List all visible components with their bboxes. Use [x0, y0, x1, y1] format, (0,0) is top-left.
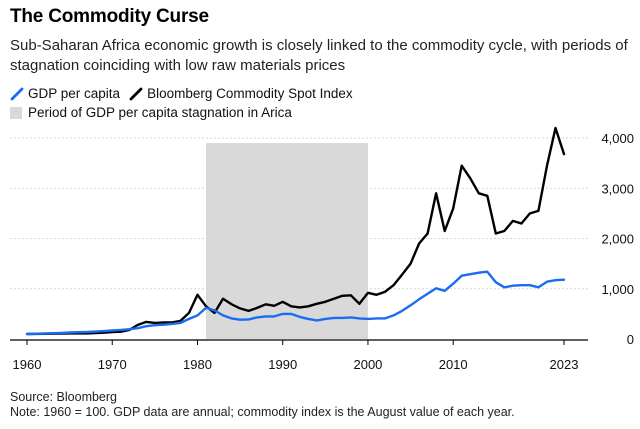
- footnote: Note: 1960 = 100. GDP data are annual; c…: [10, 405, 515, 419]
- y-tick-label-1000: 1,000: [601, 282, 634, 297]
- x-tick-label-1970: 1970: [98, 357, 127, 372]
- chart-title: The Commodity Curse: [10, 6, 209, 27]
- y-tick-label-3000: 3,000: [601, 181, 634, 196]
- gdp-line-icon: [10, 87, 24, 100]
- legend-label-bcom: Bloomberg Commodity Spot Index: [147, 86, 353, 101]
- legend-row-1: GDP per capita Bloomberg Commodity Spot …: [10, 86, 362, 101]
- gdp-per-capita-line: [25, 270, 566, 336]
- x-tick-label-1960: 1960: [13, 357, 42, 372]
- x-tick-label-2010: 2010: [439, 357, 468, 372]
- legend-item-bcom: Bloomberg Commodity Spot Index: [129, 86, 353, 101]
- y-tick-label-2000: 2,000: [601, 232, 634, 247]
- legend-label-stagnation: Period of GDP per capita stagnation in A…: [28, 105, 292, 120]
- commodity-index-line: [25, 126, 566, 336]
- legend-label-gdp: GDP per capita: [28, 86, 121, 101]
- chart-subtitle: Sub-Saharan Africa economic growth is cl…: [10, 37, 628, 74]
- legend-item-stagnation: Period of GDP per capita stagnation in A…: [10, 105, 292, 120]
- commodity-line-icon: [129, 87, 143, 100]
- legend-item-gdp: GDP per capita: [10, 86, 120, 101]
- x-tick-label-1980: 1980: [183, 357, 212, 372]
- x-tick-label-2023: 2023: [550, 357, 579, 372]
- stagnation-swatch-icon: [10, 106, 22, 119]
- stagnation-band: [206, 143, 368, 339]
- source-note: Source: Bloomberg: [10, 390, 118, 404]
- y-tick-label-4000: 4,000: [601, 131, 634, 146]
- x-tick-label-1990: 1990: [268, 357, 297, 372]
- y-tick-label-0: 0: [627, 332, 634, 347]
- legend-row-2: Period of GDP per capita stagnation in A…: [10, 105, 301, 120]
- x-tick-label-2000: 2000: [353, 357, 382, 372]
